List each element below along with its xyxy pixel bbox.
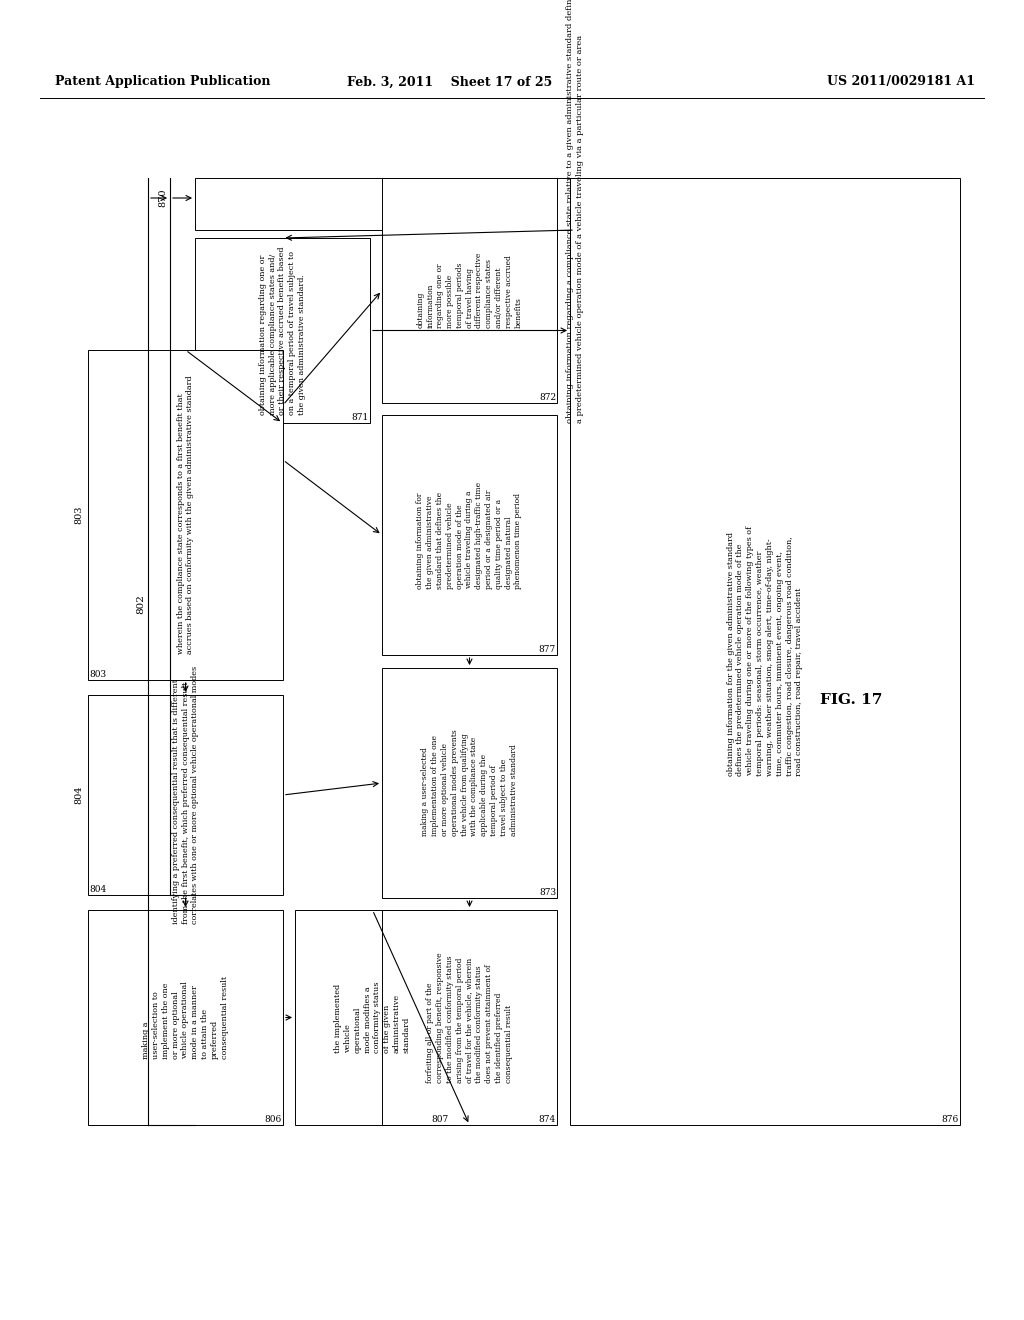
Text: US 2011/0029181 A1: US 2011/0029181 A1 [827, 75, 975, 88]
Text: 804: 804 [74, 785, 83, 804]
Text: forfeiting all or part of the
corresponding benefit, responsive
to the modified : forfeiting all or part of the correspond… [426, 952, 513, 1082]
Bar [382, 909, 557, 1125]
Text: the implemented
vehicle
operational
mode modifies a
conformity status
of the giv: the implemented vehicle operational mode… [334, 982, 411, 1053]
Text: 803: 803 [89, 671, 106, 678]
Text: 873: 873 [539, 888, 556, 898]
Text: wherein the compliance state corresponds to a first benefit that
accrues based o: wherein the compliance state corresponds… [176, 376, 195, 655]
Text: obtaining information for the given administrative standard
defines the predeter: obtaining information for the given admi… [727, 527, 803, 776]
Text: obtaining
information
regarding one or
more possible
temporal periods
of travel : obtaining information regarding one or m… [417, 253, 522, 329]
Text: 806: 806 [265, 1115, 282, 1125]
Text: making a user-selected
implementation of the one
or more optional vehicle
operat: making a user-selected implementation of… [422, 730, 517, 837]
Text: 876: 876 [942, 1115, 959, 1125]
Bar [570, 178, 961, 1125]
Text: 874: 874 [539, 1115, 556, 1125]
Bar [382, 178, 557, 403]
Text: FIG. 17: FIG. 17 [820, 693, 883, 708]
Text: making a
user-selection to
implement the one
or more optional
vehicle operationa: making a user-selection to implement the… [142, 975, 228, 1059]
Text: identifying a preferred consequential result that is different
from the first be: identifying a preferred consequential re… [172, 665, 200, 924]
Bar [195, 238, 370, 422]
Text: 803: 803 [74, 506, 83, 524]
Bar [88, 350, 283, 680]
Bar [382, 668, 557, 898]
Text: Feb. 3, 2011    Sheet 17 of 25: Feb. 3, 2011 Sheet 17 of 25 [347, 75, 553, 88]
Bar [88, 909, 283, 1125]
Text: Patent Application Publication: Patent Application Publication [55, 75, 270, 88]
Bar [382, 414, 557, 655]
Text: 802: 802 [136, 594, 145, 614]
Text: obtaining information regarding a compliance state relative to a given administr: obtaining information regarding a compli… [566, 0, 584, 422]
Bar [195, 178, 955, 230]
Text: 807: 807 [432, 1115, 449, 1125]
Bar [88, 696, 283, 895]
Text: 804: 804 [89, 884, 106, 894]
Text: 870: 870 [158, 189, 167, 207]
Text: obtaining information regarding one or
more applicable compliance states and/
or: obtaining information regarding one or m… [259, 247, 306, 414]
Text: 872: 872 [539, 393, 556, 403]
Bar [295, 909, 450, 1125]
Text: 877: 877 [539, 645, 556, 653]
Text: 871: 871 [352, 413, 369, 422]
Text: obtaining information for
the given administrative
standard that defines the
pre: obtaining information for the given admi… [417, 482, 522, 589]
